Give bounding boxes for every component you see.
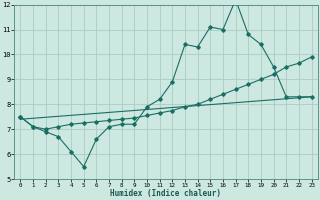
X-axis label: Humidex (Indice chaleur): Humidex (Indice chaleur) — [110, 189, 221, 198]
